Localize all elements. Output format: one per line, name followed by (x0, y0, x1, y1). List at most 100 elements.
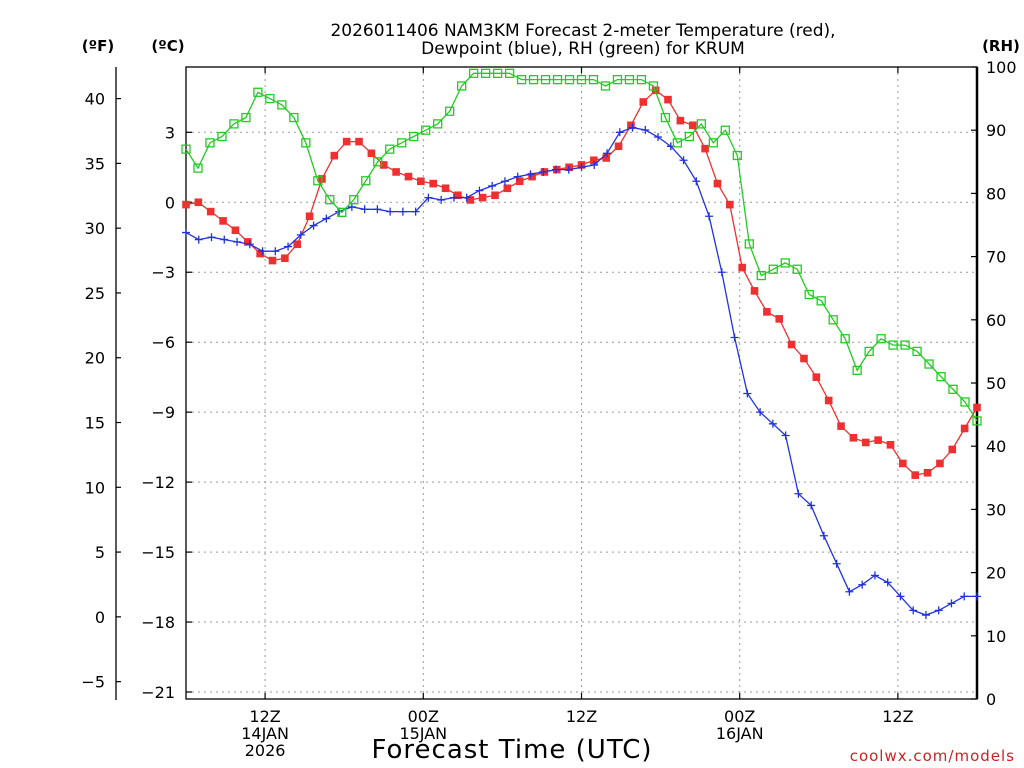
data-point-temperature (269, 257, 277, 265)
fahrenheit-tick-label: 10 (85, 478, 105, 497)
data-point-dewpoint (973, 592, 981, 600)
data-point-temperature (825, 397, 833, 405)
data-point-dewpoint (935, 606, 943, 614)
data-point-temperature (862, 439, 870, 447)
data-point-temperature (207, 208, 215, 216)
rh-tick-label: 80 (986, 184, 1006, 203)
data-point-temperature (899, 460, 907, 468)
credit-text: coolwx.com/models (850, 747, 1015, 765)
data-point-dewpoint (361, 205, 369, 213)
rh-tick-label: 40 (986, 437, 1006, 456)
data-point-temperature (948, 446, 956, 454)
fahrenheit-unit-label: (ºF) (82, 37, 114, 55)
data-point-dewpoint (718, 268, 726, 276)
data-point-temperature (392, 168, 400, 176)
data-point-temperature (293, 240, 301, 248)
fahrenheit-tick-label: 35 (85, 154, 105, 173)
rh-tick-label: 60 (986, 311, 1006, 330)
data-point-dewpoint (731, 334, 739, 342)
data-point-dewpoint (373, 205, 381, 213)
axes: 30−3−6−9−12−15−18−214035302520151050−510… (81, 58, 1016, 760)
series-line-temperature (186, 90, 977, 475)
rh-unit-label: (RH) (982, 37, 1020, 55)
data-point-dewpoint (322, 215, 330, 223)
data-point-dewpoint (820, 532, 828, 540)
data-point-dewpoint (501, 177, 509, 185)
fahrenheit-tick-label: 30 (85, 219, 105, 238)
data-point-temperature (911, 471, 919, 479)
chart-title-line-2: Dewpoint (blue), RH (green) for KRUM (421, 39, 745, 59)
data-point-dewpoint (220, 236, 228, 244)
rh-tick-label: 0 (986, 690, 996, 709)
chart-title-line-1: 2026011406 NAM3KM Forecast 2-meter Tempe… (330, 21, 835, 41)
rh-tick-label: 30 (986, 500, 1006, 519)
data-point-temperature (417, 177, 425, 185)
data-point-temperature (405, 173, 413, 181)
rh-tick-label: 70 (986, 248, 1006, 267)
data-point-temperature (936, 460, 944, 468)
data-point-temperature (491, 191, 499, 199)
data-point-dewpoint (182, 229, 190, 237)
data-point-temperature (726, 201, 734, 209)
data-point-temperature (368, 149, 376, 157)
celsius-tick-label: −6 (151, 333, 175, 352)
data-point-dewpoint (475, 187, 483, 195)
data-point-temperature (331, 152, 339, 160)
data-point-temperature (516, 177, 524, 185)
data-point-temperature (232, 226, 240, 234)
data-point-temperature (973, 404, 981, 412)
data-point-temperature (343, 138, 351, 146)
data-point-dewpoint (705, 212, 713, 220)
data-point-temperature (355, 138, 363, 146)
data-point-dewpoint (743, 389, 751, 397)
data-point-temperature (195, 198, 203, 206)
data-point-dewpoint (399, 208, 407, 216)
data-point-temperature (813, 373, 821, 381)
data-point-temperature (689, 122, 697, 130)
data-point-temperature (800, 355, 808, 363)
data-point-temperature (874, 436, 882, 444)
rh-tick-label: 50 (986, 374, 1006, 393)
data-point-dewpoint (271, 247, 279, 255)
data-point-temperature (504, 184, 512, 192)
celsius-tick-label: −9 (151, 403, 175, 422)
data-point-temperature (182, 201, 190, 209)
data-point-temperature (763, 308, 771, 316)
fahrenheit-tick-label: 15 (85, 414, 105, 433)
data-point-temperature (775, 315, 783, 323)
celsius-tick-label: 0 (165, 193, 175, 212)
x-axis-title: Forecast Time (UTC) (371, 735, 652, 765)
data-point-temperature (850, 434, 858, 442)
data-point-temperature (306, 212, 314, 220)
data-point-dewpoint (947, 599, 955, 607)
x-tick-label: 12Z (882, 707, 913, 726)
data-point-temperature (639, 98, 647, 106)
celsius-tick-label: −3 (151, 263, 175, 282)
data-point-temperature (924, 469, 932, 477)
data-point-temperature (788, 341, 796, 349)
data-point-dewpoint (845, 588, 853, 596)
data-point-temperature (479, 194, 487, 202)
rh-tick-label: 90 (986, 121, 1006, 140)
data-point-temperature (281, 254, 289, 262)
celsius-unit-label: (ºC) (151, 37, 184, 55)
data-point-dewpoint (386, 208, 394, 216)
rh-tick-label: 100 (986, 58, 1017, 77)
meteogram-chart: 2026011406 NAM3KM Forecast 2-meter Tempe… (0, 0, 1024, 768)
data-point-dewpoint (195, 236, 203, 244)
data-point-dewpoint (833, 560, 841, 568)
data-point-dewpoint (208, 233, 216, 241)
data-point-temperature (664, 96, 672, 104)
data-point-dewpoint (488, 182, 496, 190)
data-point-temperature (380, 161, 388, 169)
data-point-temperature (751, 287, 759, 295)
celsius-tick-label: 3 (165, 123, 175, 142)
data-point-dewpoint (960, 592, 968, 600)
x-tick-label: 16JAN (716, 724, 764, 743)
data-point-dewpoint (233, 238, 241, 246)
x-tick-label: 12Z (566, 707, 597, 726)
data-point-temperature (602, 154, 610, 162)
rh-tick-label: 10 (986, 627, 1006, 646)
x-tick-label: 2026 (245, 741, 286, 760)
fahrenheit-tick-label: 25 (85, 284, 105, 303)
